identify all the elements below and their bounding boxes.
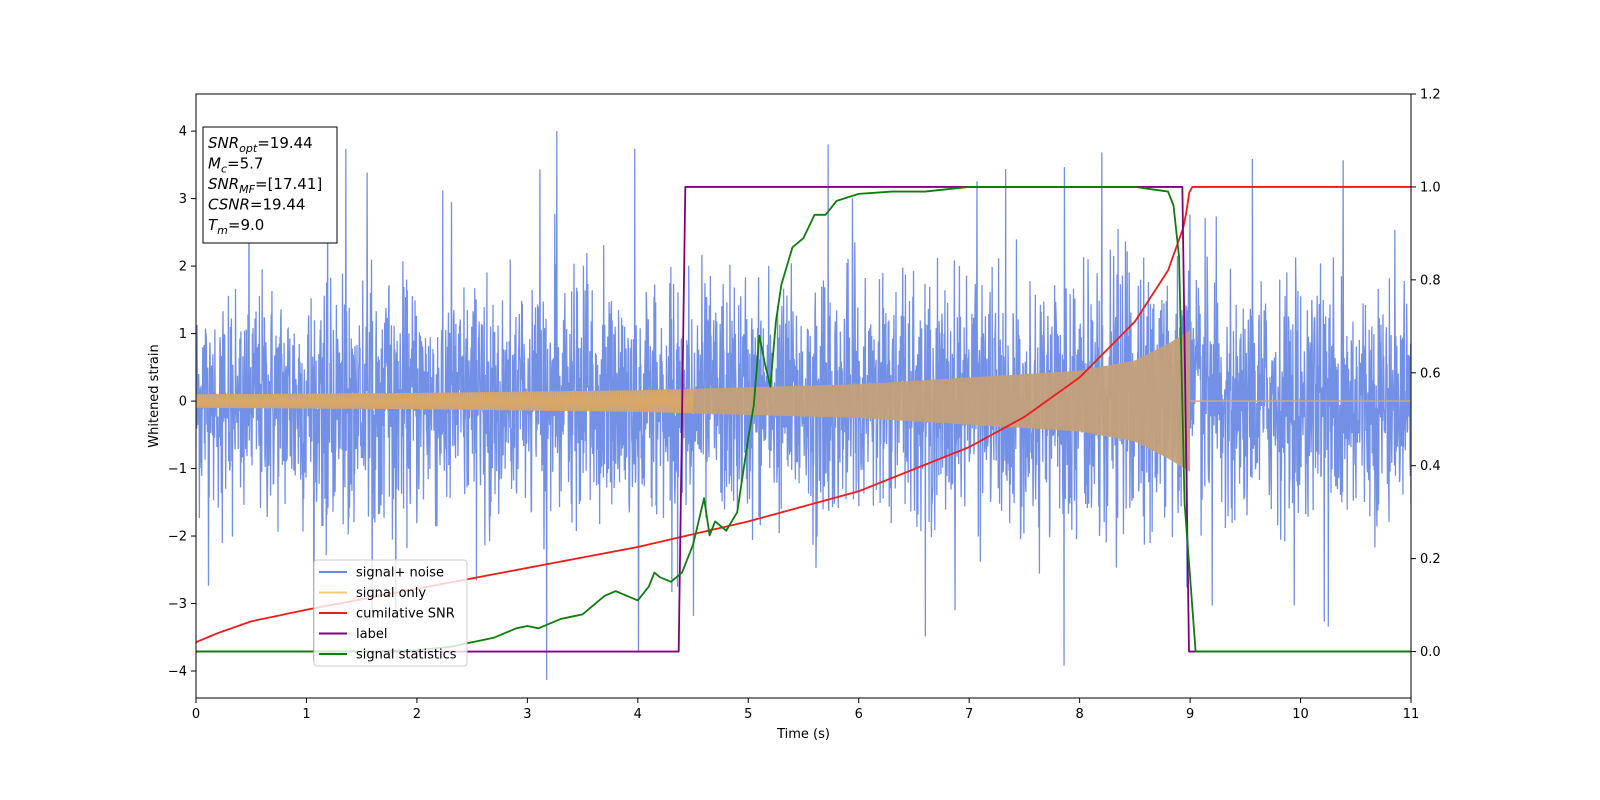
x-tick-label: 11 [1403, 707, 1420, 722]
x-axis: 0 1 2 3 4 5 6 7 8 9 10 11 [192, 698, 1419, 722]
y2-tick-label: 0.6 [1420, 366, 1441, 381]
y-tick-label: 2 [179, 260, 187, 275]
legend-entry: label [356, 627, 387, 642]
series-signal-only [196, 330, 1411, 472]
x-tick-label: 2 [413, 707, 421, 722]
y-axis-label: Whitened strain [147, 344, 162, 447]
series-signal-only-line [196, 388, 694, 414]
y-axis-right: 0.0 0.2 0.4 0.6 0.8 1.0 1.2 [1411, 88, 1441, 660]
y2-tick-label: 1.0 [1420, 180, 1441, 195]
x-tick-label: 5 [744, 707, 752, 722]
annotation-line: SNRopt=19.44 [208, 134, 313, 155]
x-tick-label: 8 [1075, 707, 1083, 722]
legend-frame [313, 559, 468, 667]
y-axis-left: −4 −3 −2 −1 0 1 2 3 4 [168, 125, 196, 680]
legend-entry: signal only [356, 586, 426, 601]
y-tick-label: −1 [168, 462, 187, 477]
x-tick-label: 9 [1186, 707, 1194, 722]
x-tick-label: 4 [634, 707, 642, 722]
x-tick-label: 1 [302, 707, 310, 722]
annotation-line: CSNR=19.44 [208, 196, 305, 214]
y-tick-label: 4 [179, 125, 187, 140]
y-tick-label: −3 [168, 597, 187, 612]
y2-tick-label: 0.4 [1420, 459, 1441, 474]
y-tick-label: 0 [179, 395, 187, 410]
y2-tick-label: 1.2 [1420, 88, 1441, 103]
annotation-box: SNRopt=19.44Mc=5.7SNRMF=[17.41]CSNR=19.4… [202, 126, 338, 244]
series-line-signal-statistics [196, 186, 1411, 653]
plot-frame [195, 93, 1412, 699]
y2-tick-label: 0.8 [1420, 273, 1441, 288]
y-tick-label: 1 [179, 327, 187, 342]
x-tick-label: 0 [192, 707, 200, 722]
annotation-line: Tm=9.0 [208, 216, 264, 237]
legend: signal+ noise signal only cumilative SNR la… [313, 559, 468, 667]
x-axis-label: Time (s) [776, 727, 830, 742]
legend-entry: signal statistics [356, 648, 457, 663]
y2-tick-label: 0.0 [1420, 645, 1441, 660]
y2-tick-label: 0.2 [1420, 552, 1441, 567]
annotation-line: Mc=5.7 [208, 155, 263, 176]
legend-entry: signal+ noise [356, 566, 444, 581]
y-tick-label: 3 [179, 192, 187, 207]
y-tick-label: −2 [168, 530, 187, 545]
x-tick-label: 6 [855, 707, 863, 722]
plot-area [196, 131, 1411, 680]
x-tick-label: 7 [965, 707, 973, 722]
legend-entry: cumilative SNR [356, 607, 455, 622]
x-tick-label: 3 [523, 707, 531, 722]
x-tick-label: 10 [1292, 707, 1309, 722]
annotation-box-frame [202, 126, 338, 244]
annotation-line: SNRMF=[17.41] [208, 175, 322, 196]
y-tick-label: −4 [168, 665, 187, 680]
